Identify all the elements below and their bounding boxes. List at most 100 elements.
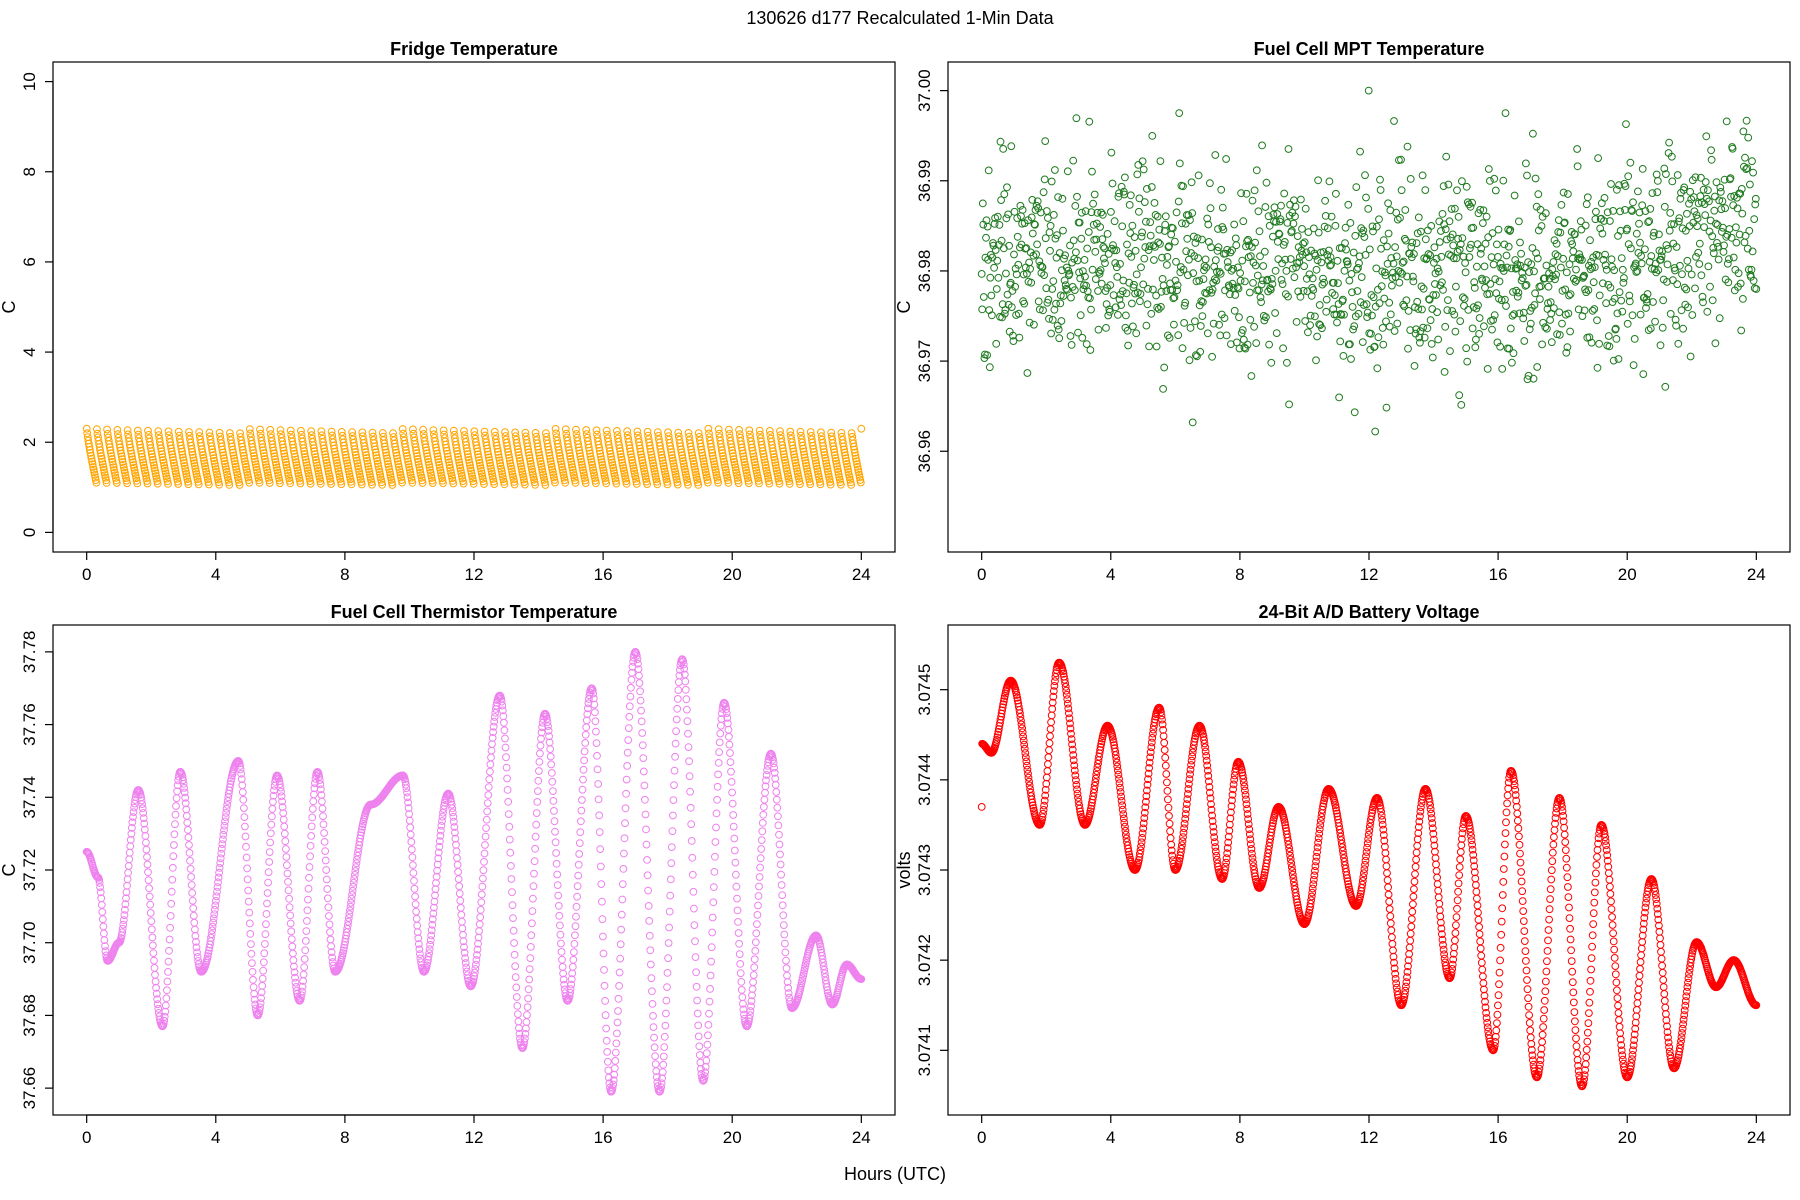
data-point — [183, 818, 192, 827]
data-point — [823, 986, 832, 994]
data-point — [241, 822, 249, 831]
data-point — [1025, 258, 1033, 267]
data-point — [1641, 245, 1649, 254]
data-point — [1061, 679, 1069, 687]
data-point — [1301, 317, 1310, 325]
data-point — [1038, 263, 1047, 272]
data-point — [1530, 301, 1539, 309]
data-point — [723, 714, 732, 722]
data-point — [498, 706, 507, 715]
data-point — [1295, 258, 1304, 267]
data-point — [708, 928, 717, 937]
data-point — [1706, 282, 1714, 291]
data-point — [1362, 193, 1370, 202]
data-point — [1243, 810, 1252, 818]
data-point — [306, 852, 315, 861]
data-point — [779, 921, 788, 929]
data-point — [335, 469, 344, 478]
data-point — [1284, 145, 1293, 153]
data-point — [525, 965, 534, 973]
data-point — [1246, 835, 1255, 844]
data-point — [489, 728, 498, 736]
data-point — [1116, 788, 1125, 796]
data-point — [281, 837, 290, 846]
data-point — [1144, 246, 1153, 255]
data-point — [670, 781, 678, 789]
data-point — [802, 462, 811, 470]
data-point — [1438, 278, 1446, 287]
data-point — [1493, 338, 1502, 347]
data-point — [1617, 296, 1626, 305]
data-point — [1187, 761, 1195, 769]
data-point — [1212, 851, 1221, 860]
data-point — [536, 741, 545, 750]
x-tick-label: 12 — [465, 1128, 484, 1147]
data-point — [1139, 824, 1148, 833]
data-point — [1184, 211, 1193, 220]
data-point — [1016, 713, 1025, 721]
data-point — [1516, 261, 1525, 270]
data-point — [356, 831, 365, 840]
y-tick-label: 10 — [20, 72, 39, 91]
data-point — [533, 787, 542, 795]
data-point — [1246, 315, 1255, 324]
data-point — [695, 1051, 704, 1059]
data-point — [1175, 159, 1184, 168]
data-point — [750, 963, 759, 972]
data-point — [500, 718, 508, 727]
data-point — [1161, 212, 1170, 221]
data-point — [212, 892, 221, 901]
data-point — [1147, 183, 1156, 191]
data-point — [617, 925, 626, 934]
data-point — [769, 759, 778, 768]
data-point — [474, 939, 482, 948]
data-point — [565, 449, 574, 458]
data-point — [1628, 311, 1637, 320]
data-point — [1061, 682, 1070, 691]
data-point — [788, 441, 797, 450]
data-point — [549, 787, 557, 795]
data-point — [298, 987, 306, 996]
data-point — [552, 429, 560, 438]
data-point — [1371, 427, 1380, 436]
data-point — [350, 445, 359, 454]
data-point — [1455, 246, 1464, 254]
data-point — [650, 464, 658, 473]
data-point — [557, 457, 565, 466]
data-point — [667, 451, 676, 460]
data-point — [1280, 238, 1289, 246]
data-point — [1337, 311, 1346, 319]
data-point — [402, 780, 410, 789]
data-point — [1473, 262, 1481, 271]
data-point — [508, 901, 517, 910]
data-point — [241, 457, 249, 466]
data-point — [1069, 156, 1078, 165]
data-point — [978, 305, 987, 314]
data-point — [574, 860, 583, 869]
data-point — [1565, 291, 1573, 300]
data-point — [1404, 344, 1412, 353]
y-tick-label: 36.96 — [915, 430, 934, 473]
data-point — [423, 449, 431, 458]
data-point — [714, 478, 722, 487]
data-point — [586, 449, 594, 458]
data-point — [1149, 729, 1157, 738]
data-point — [291, 452, 299, 461]
data-point — [1351, 312, 1360, 321]
data-point — [276, 783, 285, 792]
data-point — [1581, 221, 1590, 230]
figure-suptitle: 130626 d177 Recalculated 1-Min Data — [746, 8, 1054, 28]
data-point — [1219, 225, 1228, 234]
data-point — [1111, 747, 1120, 756]
data-point — [1059, 226, 1067, 235]
data-point — [1475, 330, 1483, 338]
data-point — [1679, 324, 1687, 333]
data-point — [1616, 207, 1624, 216]
data-point — [231, 462, 240, 471]
data-point — [209, 451, 218, 460]
data-point — [451, 828, 459, 837]
data-point — [556, 454, 565, 463]
data-point — [706, 971, 715, 980]
data-point — [646, 447, 655, 456]
data-point — [665, 923, 673, 932]
